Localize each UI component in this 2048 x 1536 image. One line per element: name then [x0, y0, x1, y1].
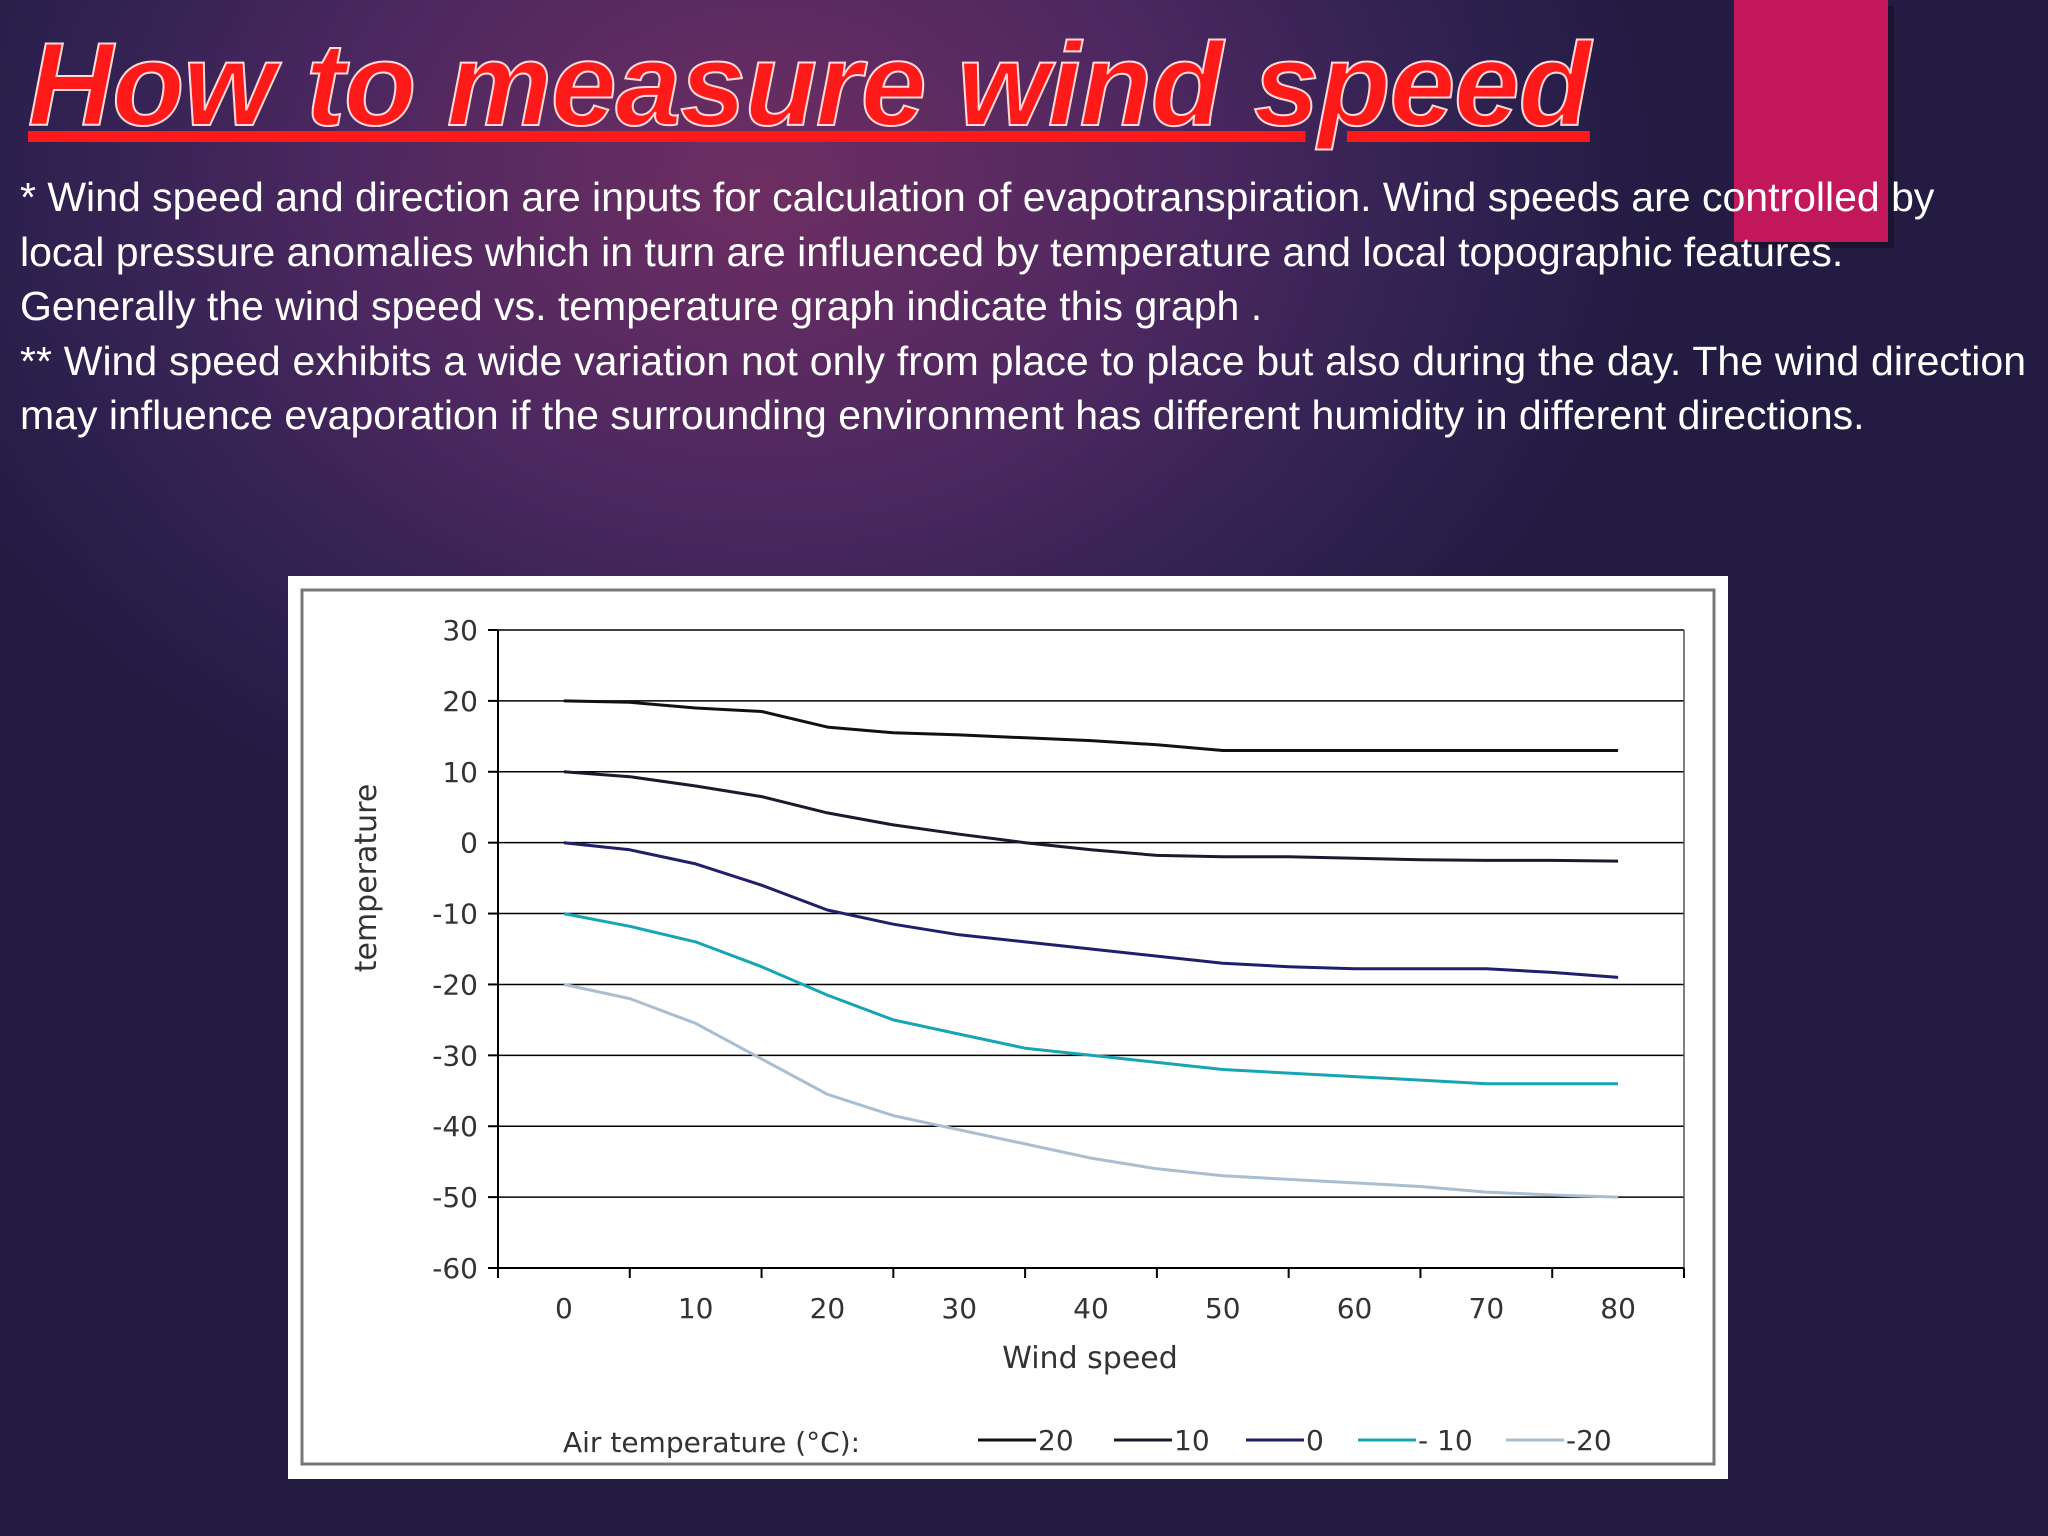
y-tick-label: -60 — [432, 1252, 478, 1285]
legend-label-2: 0 — [1306, 1424, 1324, 1457]
y-tick-label: 0 — [460, 827, 478, 860]
y-tick-label: 30 — [442, 614, 478, 647]
chart-frame: 30 20 10 0 -10 -20 -30 -40 -50 -60 0 10 20 30 40 50 60 70… — [288, 576, 1728, 1479]
y-axis-label: temperature — [349, 784, 384, 973]
series-line-3 — [563, 912, 1619, 1086]
slide-body: * Wind speed and direction are inputs fo… — [20, 170, 2026, 443]
y-tick-label: 20 — [442, 685, 478, 718]
x-tick-label: 10 — [678, 1292, 714, 1325]
legend-label-4: -20 — [1566, 1424, 1612, 1457]
x-axis-label: Wind speed — [1002, 1341, 1178, 1376]
accent-bar — [1734, 0, 1888, 242]
y-tick-label: -20 — [432, 968, 478, 1001]
series-line-1 — [563, 770, 1619, 863]
x-tick-label: 60 — [1337, 1292, 1373, 1325]
legend-label-0: 20 — [1038, 1424, 1074, 1457]
paragraph-3: ** Wind speed exhibits a wide variation … — [20, 337, 2026, 439]
wind-speed-temperature-chart: 30 20 10 0 -10 -20 -30 -40 -50 -60 0 10 20 30 40 50 60 70… — [300, 588, 1716, 1466]
x-tick-label: 20 — [810, 1292, 846, 1325]
slide-title: How to measure wind speed — [27, 19, 1592, 151]
x-tick-label: 30 — [941, 1292, 977, 1325]
axes: 30 20 10 0 -10 -20 -30 -40 -50 -60 0 10 20 30 40 50 60 70… — [432, 614, 1685, 1325]
series-line-2 — [563, 841, 1619, 979]
x-tick-label: 0 — [555, 1292, 573, 1325]
legend-title: Air temperature (°C): — [563, 1426, 860, 1459]
x-tick-label: 80 — [1600, 1292, 1636, 1325]
legend: Air temperature (°C): 20 10 0 - 10 -20 — [563, 1424, 1612, 1459]
legend-label-1: 10 — [1174, 1424, 1210, 1457]
x-tick-label: 40 — [1073, 1292, 1109, 1325]
paragraph-2: Generally the wind speed vs. temperature… — [20, 283, 1263, 329]
y-tick-label: -50 — [432, 1181, 478, 1214]
series-line-4 — [563, 982, 1619, 1199]
y-tick-label: -40 — [432, 1110, 478, 1143]
y-tick-label: -10 — [432, 898, 478, 931]
x-tick-label: 50 — [1205, 1292, 1241, 1325]
chart-border — [300, 588, 1716, 1466]
legend-label-3: - 10 — [1418, 1424, 1473, 1457]
series-line-0 — [563, 699, 1619, 752]
x-tick-label: 70 — [1469, 1292, 1505, 1325]
y-tick-label: -30 — [432, 1039, 478, 1072]
series-lines — [563, 699, 1619, 1199]
paragraph-1: * Wind speed and direction are inputs fo… — [20, 174, 1935, 275]
y-tick-label: 10 — [442, 756, 478, 789]
